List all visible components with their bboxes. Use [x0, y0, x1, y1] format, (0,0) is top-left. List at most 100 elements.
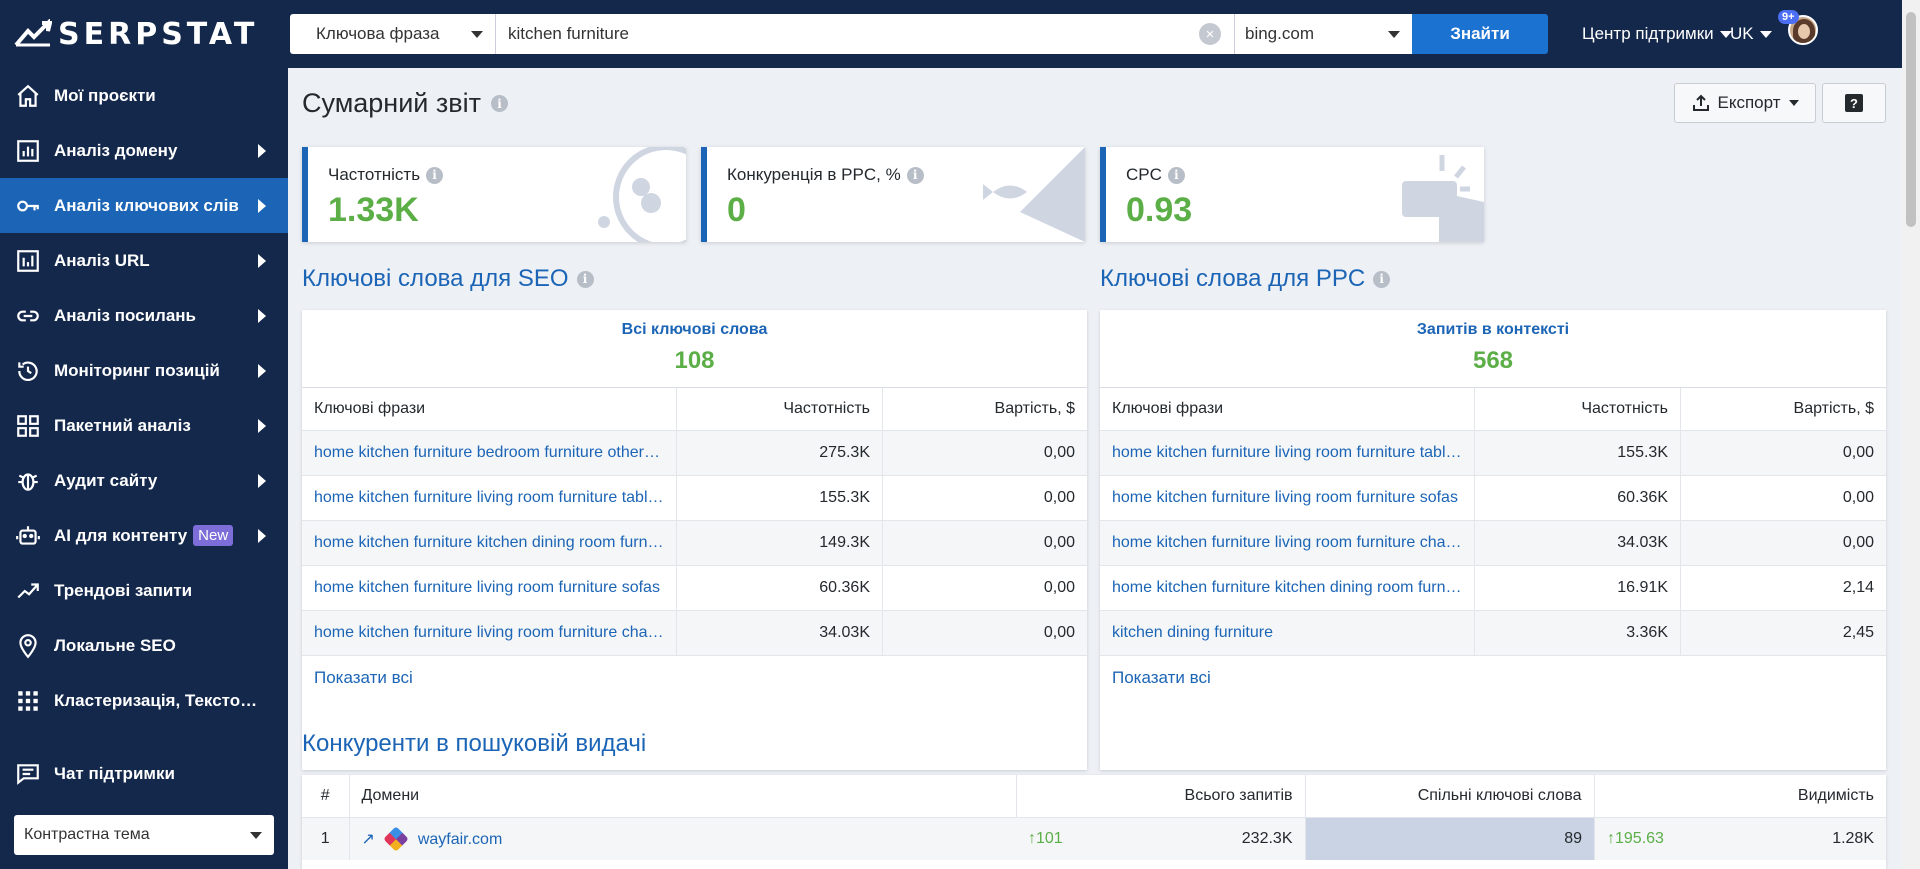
column-header[interactable]: Спільні ключові слова	[1304, 775, 1594, 818]
info-icon[interactable]: i	[1167, 166, 1185, 184]
logo[interactable]: SERPSTAT	[0, 0, 288, 68]
ppc-keywords-table: Ключові фрази Частотність Вартість, $ ho…	[1100, 388, 1886, 656]
column-header[interactable]: Частотність	[676, 388, 883, 431]
support-center-menu[interactable]: Центр підтримки	[1582, 24, 1732, 44]
column-header[interactable]: Частотність	[1474, 388, 1681, 431]
sidebar-item-rank-tracking[interactable]: Моніторинг позицій	[0, 343, 288, 398]
find-button[interactable]: Знайти	[1412, 14, 1548, 54]
domain-link[interactable]: wayfair.com	[417, 830, 503, 848]
sidebar-item-label: AI для контенту	[54, 525, 188, 545]
seo-panel-head: Всі ключові слова 108	[302, 310, 1087, 388]
serpstat-logo-icon	[14, 19, 52, 47]
seo-keywords-panel: Всі ключові слова 108 Ключові фрази Част…	[302, 310, 1087, 770]
info-icon[interactable]: i	[1373, 270, 1391, 288]
all-keywords-link[interactable]: Всі ключові слова	[621, 321, 768, 338]
language-select[interactable]: UK	[1730, 24, 1772, 44]
sidebar-item-label: Аналіз URL	[54, 250, 150, 270]
search-engine-select[interactable]: bing.com	[1234, 14, 1412, 54]
chevron-right-icon	[258, 418, 266, 433]
competitors-panel: # Домени Всього запитів Спільні ключові …	[302, 775, 1886, 869]
bar-chart-icon	[14, 247, 42, 275]
context-queries-link[interactable]: Запитів в контексті	[1416, 321, 1570, 338]
show-all-link[interactable]: Показати всі	[314, 667, 413, 687]
column-header[interactable]: Вартість, $	[1680, 388, 1886, 431]
keyword-link[interactable]: home kitchen furniture bedroom furniture…	[302, 430, 677, 476]
key-icon	[14, 192, 42, 220]
frequency-cell: 16.91K	[1474, 565, 1681, 611]
notification-badge[interactable]: 9+	[1778, 10, 1799, 24]
seo-keywords-table: Ключові фрази Частотність Вартість, $ ho…	[302, 388, 1087, 656]
info-icon[interactable]: i	[576, 270, 594, 288]
keyword-link[interactable]: home kitchen furniture living room furni…	[302, 610, 677, 656]
keyword-link[interactable]: home kitchen furniture kitchen dining ro…	[302, 520, 677, 566]
sidebar-item-keyword-analysis[interactable]: Аналіз ключових слів	[0, 178, 288, 233]
keyword-link[interactable]: kitchen dining furniture	[1100, 610, 1475, 656]
chevron-right-icon	[258, 253, 266, 268]
sidebar-item-label: Аудит сайту	[54, 470, 158, 490]
sidebar-item-ai-content[interactable]: AI для контенту New	[0, 508, 288, 563]
visibility-cell: ↑195.63 1.28K	[1594, 817, 1886, 860]
theme-select[interactable]: Контрастна тема	[14, 815, 274, 855]
sidebar-item-label: Чат підтримки	[54, 763, 175, 783]
chevron-down-icon	[1788, 100, 1799, 106]
sidebar-item-chat[interactable]: Чат підтримки	[0, 746, 288, 801]
column-header[interactable]: Вартість, $	[882, 388, 1087, 431]
stat-label: Частотність	[328, 165, 421, 184]
info-icon[interactable]: i	[906, 166, 924, 184]
column-header[interactable]: Всього запитів	[1015, 775, 1305, 818]
scrollbar-thumb[interactable]	[1906, 12, 1916, 227]
favicon-icon	[383, 826, 410, 852]
clear-icon[interactable]: ×	[1199, 23, 1221, 45]
column-header[interactable]: Ключові фрази	[1100, 388, 1475, 431]
rank-cell: 1	[302, 817, 349, 860]
sidebar-item-url-analysis[interactable]: Аналіз URL	[0, 233, 288, 288]
sidebar-item-local-seo[interactable]: Локальне SEO	[0, 618, 288, 673]
column-header[interactable]: Домени	[348, 775, 1016, 818]
sidebar-item-clustering[interactable]: Кластеризація, Текстова аналітика	[0, 673, 288, 728]
keyword-link[interactable]: home kitchen furniture kitchen dining ro…	[1100, 565, 1475, 611]
column-header[interactable]: Видимість	[1593, 775, 1886, 818]
frequency-cell: 34.03K	[1474, 520, 1681, 566]
frequency-cell: 60.36K	[1474, 475, 1681, 521]
keyword-link[interactable]: home kitchen furniture living room furni…	[1100, 520, 1475, 566]
fish-decoration-icon	[983, 147, 1085, 242]
competitors-table: # Домени Всього запитів Спільні ключові …	[302, 775, 1886, 860]
search-type-select[interactable]: Ключова фраза	[290, 14, 496, 54]
keyword-link[interactable]: home kitchen furniture living room furni…	[1100, 475, 1475, 521]
location-pin-icon	[14, 632, 42, 660]
scrollbar[interactable]	[1902, 0, 1920, 869]
top-bar: Ключова фраза × bing.com Знайти Центр пі…	[288, 0, 1920, 68]
chevron-right-icon	[258, 528, 266, 543]
sidebar-item-label: Локальне SEO	[54, 635, 176, 655]
sidebar-item-label: Аналіз посилань	[54, 305, 197, 325]
cost-cell: 0,00	[1680, 430, 1886, 476]
sidebar-item-batch-analysis[interactable]: Пакетний аналіз	[0, 398, 288, 453]
sidebar-item-domain-analysis[interactable]: Аналіз домену	[0, 123, 288, 178]
column-header[interactable]: #	[302, 775, 349, 818]
keyword-link[interactable]: home kitchen furniture living room furni…	[1100, 430, 1475, 476]
help-button[interactable]: ?	[1822, 83, 1886, 123]
shared-keywords-cell: 89	[1304, 817, 1594, 860]
page-title: Сумарний звіт i	[302, 88, 508, 119]
cost-cell: 2,14	[1680, 565, 1886, 611]
frequency-cell: 155.3K	[1474, 430, 1681, 476]
sidebar-item-projects[interactable]: Мої проєкти	[0, 68, 288, 123]
sidebar-item-site-audit[interactable]: Аудит сайту	[0, 453, 288, 508]
total-queries-cell: ↑101 232.3K	[1016, 817, 1305, 860]
bug-icon	[14, 467, 42, 495]
info-icon[interactable]: i	[426, 166, 444, 184]
keyword-link[interactable]: home kitchen furniture living room furni…	[302, 565, 677, 611]
keyword-link[interactable]: home kitchen furniture living room furni…	[302, 475, 677, 521]
export-button[interactable]: Експорт	[1674, 83, 1816, 123]
sidebar-item-trending[interactable]: Трендові запити	[0, 563, 288, 618]
search-input[interactable]	[496, 14, 1234, 54]
cost-cell: 0,00	[882, 565, 1087, 611]
sidebar-item-link-analysis[interactable]: Аналіз посилань	[0, 288, 288, 343]
stat-value: 1.33K	[328, 191, 419, 229]
info-icon[interactable]: i	[490, 95, 508, 112]
chevron-down-icon	[471, 31, 483, 38]
show-all-link[interactable]: Показати всі	[1112, 667, 1211, 687]
frequency-cell: 3.36K	[1474, 610, 1681, 656]
external-link-icon[interactable]: ↗	[361, 830, 375, 848]
column-header[interactable]: Ключові фрази	[302, 388, 677, 431]
